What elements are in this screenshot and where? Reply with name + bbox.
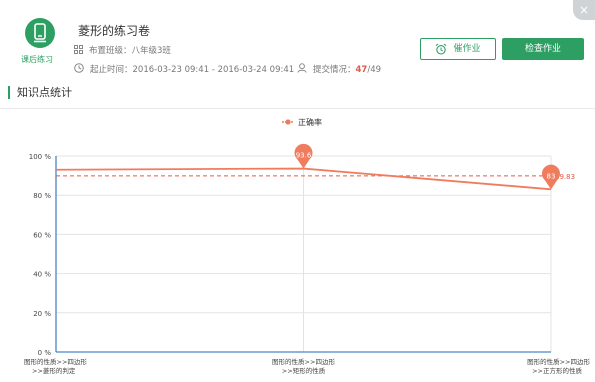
y-tick-label: 60 % (33, 231, 51, 239)
data-point-label: 83 (547, 172, 556, 180)
page-title: 菱形的练习卷 (78, 24, 151, 38)
y-tick-label: 40 % (33, 271, 51, 279)
alarm-clock-icon (436, 43, 447, 55)
close-button[interactable]: × (573, 0, 595, 20)
section-title: 知识点统计 (8, 86, 72, 99)
time-label: 起止时间：2016-03-23 09:41 - 2016-03-24 09:41 (90, 65, 295, 75)
y-tick-label: 80 % (33, 192, 51, 200)
homework-header: × 课后练习 菱形的练习卷 布置班级：八年级3班 起止时间：2016-03-23… (0, 0, 595, 80)
check-homework-button[interactable]: 检查作业 (502, 38, 584, 60)
class-info: 布置班级：八年级3班 (74, 44, 171, 57)
y-tick-label: 0 % (38, 349, 52, 357)
app-badge: 课后练习 (21, 18, 58, 65)
check-button-label: 检查作业 (524, 44, 561, 54)
legend-marker (285, 119, 291, 125)
y-tick-label: 100 % (29, 153, 52, 161)
section-divider (0, 108, 595, 109)
close-icon[interactable]: × (578, 3, 590, 17)
data-point-marker (294, 143, 313, 169)
submit-label: 提交情况： (313, 65, 356, 75)
y-tick-label: 20 % (33, 310, 51, 318)
x-tick-label: 图形的性质>>四边形 (272, 357, 335, 366)
remind-homework-button[interactable]: 催作业 (420, 38, 496, 60)
class-label: 布置班级：八年级3班 (89, 46, 171, 56)
submit-total-count: /49 (367, 65, 382, 75)
user-icon (297, 63, 307, 76)
time-info: 起止时间：2016-03-23 09:41 - 2016-03-24 09:41 (74, 63, 294, 76)
legend-label: 正确率 (298, 117, 322, 127)
x-tick-label: 图形的性质>>四边形 (527, 357, 590, 366)
submit-info: 提交情况：47/49 (297, 63, 381, 76)
x-tick-label: >>矩形的性质 (282, 366, 326, 375)
clock-icon (74, 63, 84, 76)
grid-icon (74, 44, 83, 57)
app-label: 课后练习 (21, 55, 53, 64)
x-tick-label: 图形的性质>>四边形 (24, 357, 87, 366)
remind-button-label: 催作业 (453, 44, 481, 54)
average-label: 89.83 (555, 173, 575, 181)
x-tick-label: >>菱形的判定 (32, 366, 76, 375)
series-line (55, 167, 552, 191)
x-tick-label: >>正方形的性质 (532, 366, 582, 375)
data-point-marker (542, 164, 560, 190)
data-point-label: 93.6 (296, 152, 312, 160)
submit-done-count: 47 (355, 65, 368, 75)
phone-icon (25, 18, 55, 48)
